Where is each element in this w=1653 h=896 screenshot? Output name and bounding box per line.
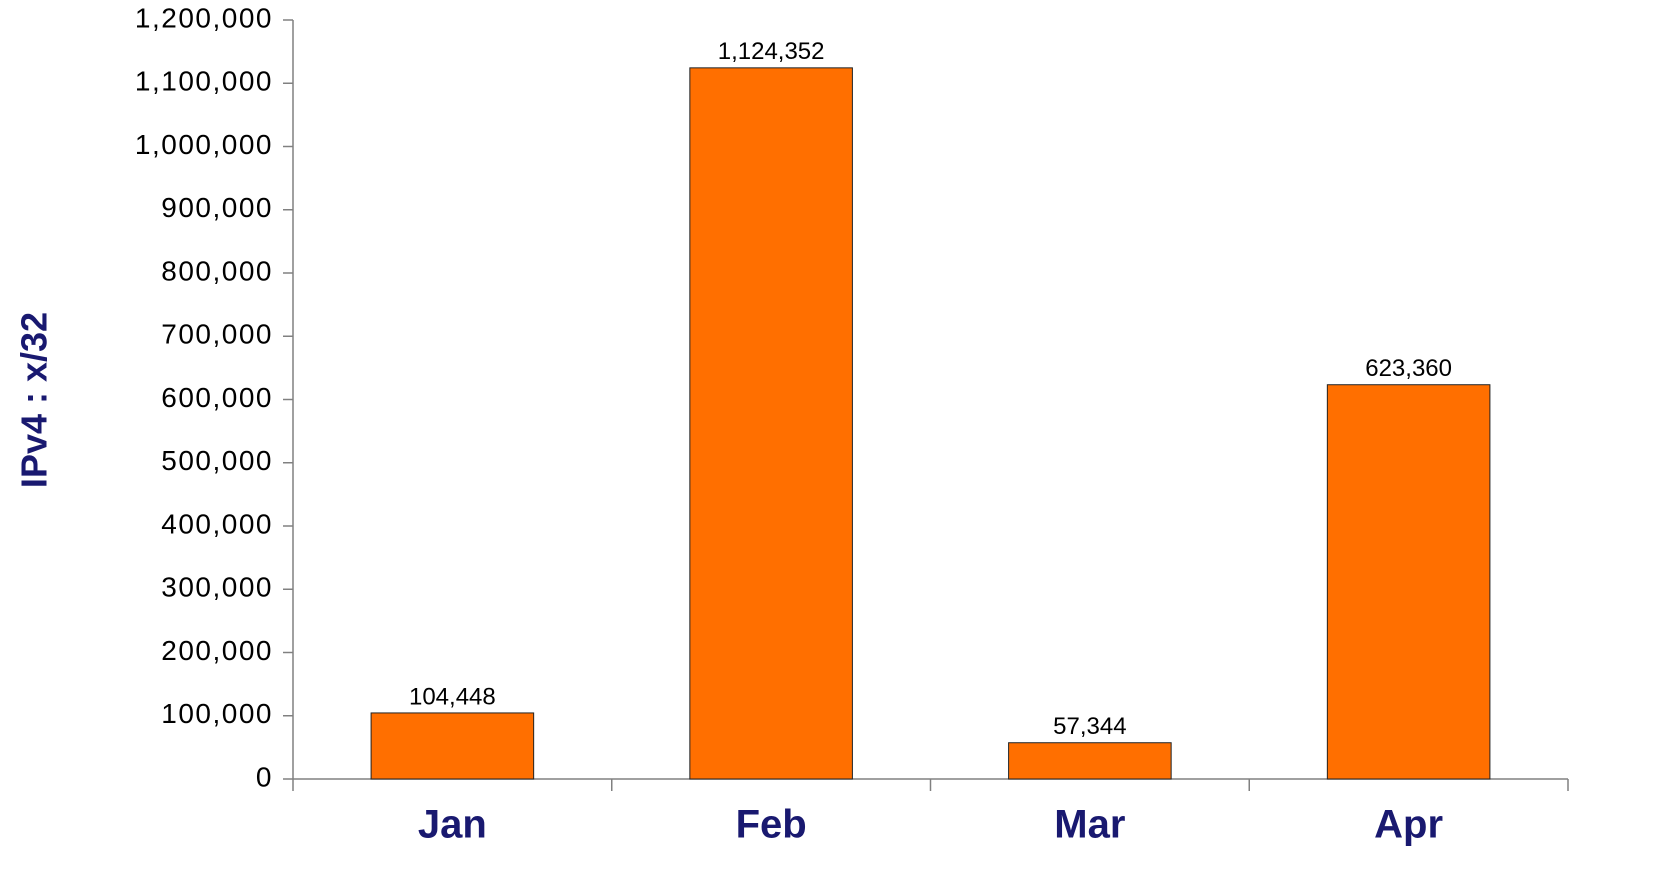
value-label: 1,124,352	[718, 38, 825, 65]
bar	[370, 712, 535, 780]
y-tick-label: 300,000	[161, 572, 273, 603]
y-tick-label: 1,000,000	[135, 129, 273, 160]
y-tick-label: 700,000	[161, 319, 273, 350]
y-tick-label: 1,200,000	[135, 2, 273, 33]
bar	[1326, 384, 1491, 780]
y-tick-label: 400,000	[161, 508, 273, 539]
y-tick-label: 500,000	[161, 445, 273, 476]
bar	[689, 67, 853, 780]
y-tick-label: 1,100,000	[135, 66, 273, 97]
y-tick-label: 600,000	[161, 382, 273, 413]
value-label: 623,360	[1365, 355, 1452, 382]
value-label: 104,448	[409, 683, 496, 710]
y-tick-label: 900,000	[161, 192, 273, 223]
x-tick-label: Jan	[418, 803, 487, 847]
value-label: 57,344	[1053, 713, 1126, 740]
x-tick-label: Mar	[1054, 803, 1125, 847]
y-tick-label: 100,000	[161, 698, 273, 729]
y-tick-label: 200,000	[161, 635, 273, 666]
bar	[1008, 742, 1172, 780]
x-tick-label: Apr	[1374, 803, 1443, 847]
x-tick-label: Feb	[736, 803, 807, 847]
y-tick-label: 800,000	[161, 255, 273, 286]
y-tick-label: 0	[256, 761, 273, 792]
y-axis-label: IPv4 : x/32	[14, 312, 55, 488]
